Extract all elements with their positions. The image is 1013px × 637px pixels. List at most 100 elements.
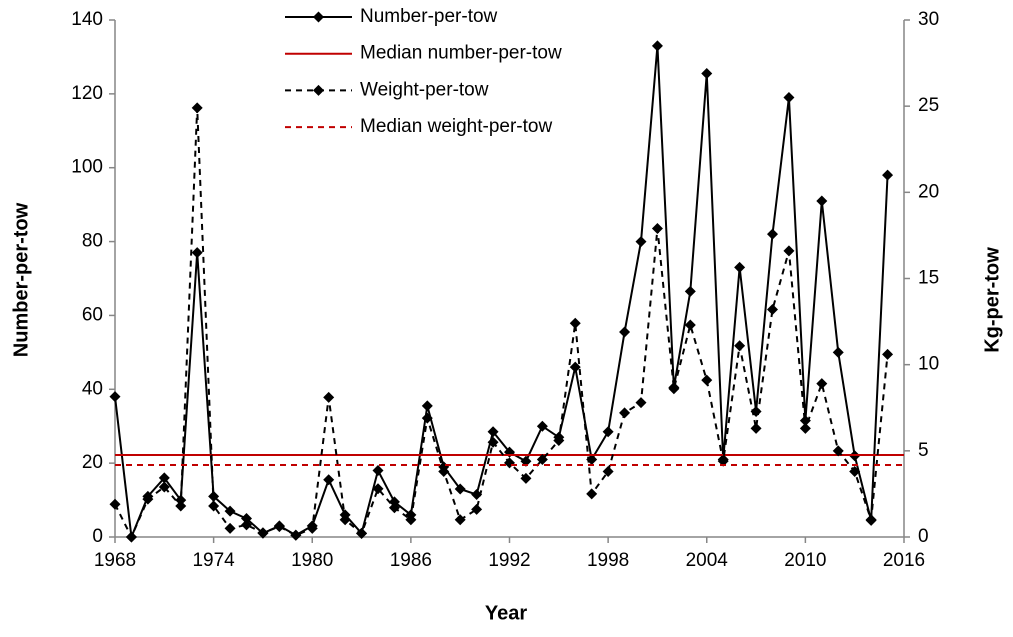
marker xyxy=(635,397,647,409)
marker xyxy=(569,361,581,373)
marker xyxy=(224,522,236,534)
marker xyxy=(569,317,581,329)
marker xyxy=(635,236,647,248)
marker xyxy=(421,400,433,412)
marker xyxy=(684,285,696,297)
y-tick-label: 60 xyxy=(82,304,103,325)
marker xyxy=(504,457,515,469)
marker xyxy=(125,531,137,543)
legend-label: Median number-per-tow xyxy=(360,43,562,64)
y2-tick-label: 0 xyxy=(918,526,929,547)
y2-tick-label: 30 xyxy=(918,9,939,30)
marker xyxy=(832,445,844,457)
marker xyxy=(734,340,746,352)
marker xyxy=(619,326,631,338)
y2-tick-label: 25 xyxy=(918,95,939,116)
marker xyxy=(882,348,894,360)
x-tick-label: 1998 xyxy=(587,550,629,571)
marker xyxy=(372,465,384,477)
marker xyxy=(536,453,548,465)
marker xyxy=(471,503,483,515)
marker xyxy=(405,514,417,526)
marker xyxy=(109,391,121,403)
marker xyxy=(471,489,483,501)
marker xyxy=(438,466,450,478)
marker xyxy=(520,472,532,484)
marker xyxy=(306,522,318,534)
legend-label: Weight-per-tow xyxy=(360,79,489,100)
marker xyxy=(388,496,400,508)
y-tick-label: 100 xyxy=(71,157,103,178)
marker xyxy=(651,223,663,235)
marker xyxy=(208,500,220,512)
y-tick-label: 120 xyxy=(71,83,103,104)
marker xyxy=(668,383,680,395)
marker xyxy=(767,304,778,316)
marker xyxy=(356,528,368,540)
marker xyxy=(832,346,844,358)
marker xyxy=(799,422,811,434)
marker xyxy=(684,319,696,331)
marker xyxy=(109,498,121,510)
y-tick-label: 0 xyxy=(92,526,103,547)
marker xyxy=(388,502,400,514)
marker xyxy=(454,483,466,495)
marker xyxy=(323,391,335,403)
x-tick-label: 1974 xyxy=(192,550,235,571)
y2-tick-label: 20 xyxy=(918,181,939,202)
marker xyxy=(191,102,203,114)
marker xyxy=(651,40,663,52)
marker xyxy=(619,407,631,419)
legend-label: Median weight-per-tow xyxy=(360,116,552,137)
marker xyxy=(816,378,828,390)
y-tick-label: 40 xyxy=(82,378,103,399)
marker xyxy=(750,422,762,434)
marker xyxy=(783,245,795,257)
marker xyxy=(421,412,433,424)
x-tick-label: 2010 xyxy=(784,550,826,571)
marker xyxy=(224,505,236,517)
y2-tick-label: 10 xyxy=(918,354,939,375)
marker xyxy=(865,514,877,526)
x-tick-label: 1968 xyxy=(94,550,136,571)
marker xyxy=(783,92,795,104)
marker xyxy=(158,472,170,484)
y-tick-label: 20 xyxy=(82,452,103,473)
marker xyxy=(767,228,778,240)
marker xyxy=(339,514,351,526)
y-tick-label: 80 xyxy=(82,231,103,252)
x-tick-label: 2004 xyxy=(686,550,729,571)
marker xyxy=(372,483,384,495)
marker xyxy=(323,474,335,486)
marker xyxy=(208,490,220,502)
marker xyxy=(158,481,170,493)
marker xyxy=(717,455,729,467)
marker xyxy=(487,426,499,438)
y-axis-title: Number-per-tow xyxy=(10,202,32,357)
marker xyxy=(734,261,746,273)
x-tick-label: 1992 xyxy=(488,550,530,571)
marker xyxy=(142,493,154,505)
series-line xyxy=(114,107,889,540)
marker xyxy=(602,426,614,438)
x-tick-label: 2016 xyxy=(883,550,925,571)
marker xyxy=(487,436,499,448)
legend-marker xyxy=(313,11,324,23)
y2-tick-label: 15 xyxy=(918,268,939,289)
x-axis-title: Year xyxy=(485,602,527,624)
marker xyxy=(175,494,187,506)
x-tick-label: 1980 xyxy=(291,550,333,571)
marker xyxy=(241,513,252,525)
marker xyxy=(191,247,203,259)
y2-axis-title: Kg-per-tow xyxy=(981,247,1003,353)
marker xyxy=(536,420,548,432)
marker xyxy=(882,169,894,181)
marker xyxy=(849,466,861,478)
marker xyxy=(799,415,811,427)
marker xyxy=(241,519,252,531)
marker xyxy=(257,527,269,539)
marker xyxy=(553,434,565,446)
marker xyxy=(273,521,285,533)
marker xyxy=(701,68,713,80)
